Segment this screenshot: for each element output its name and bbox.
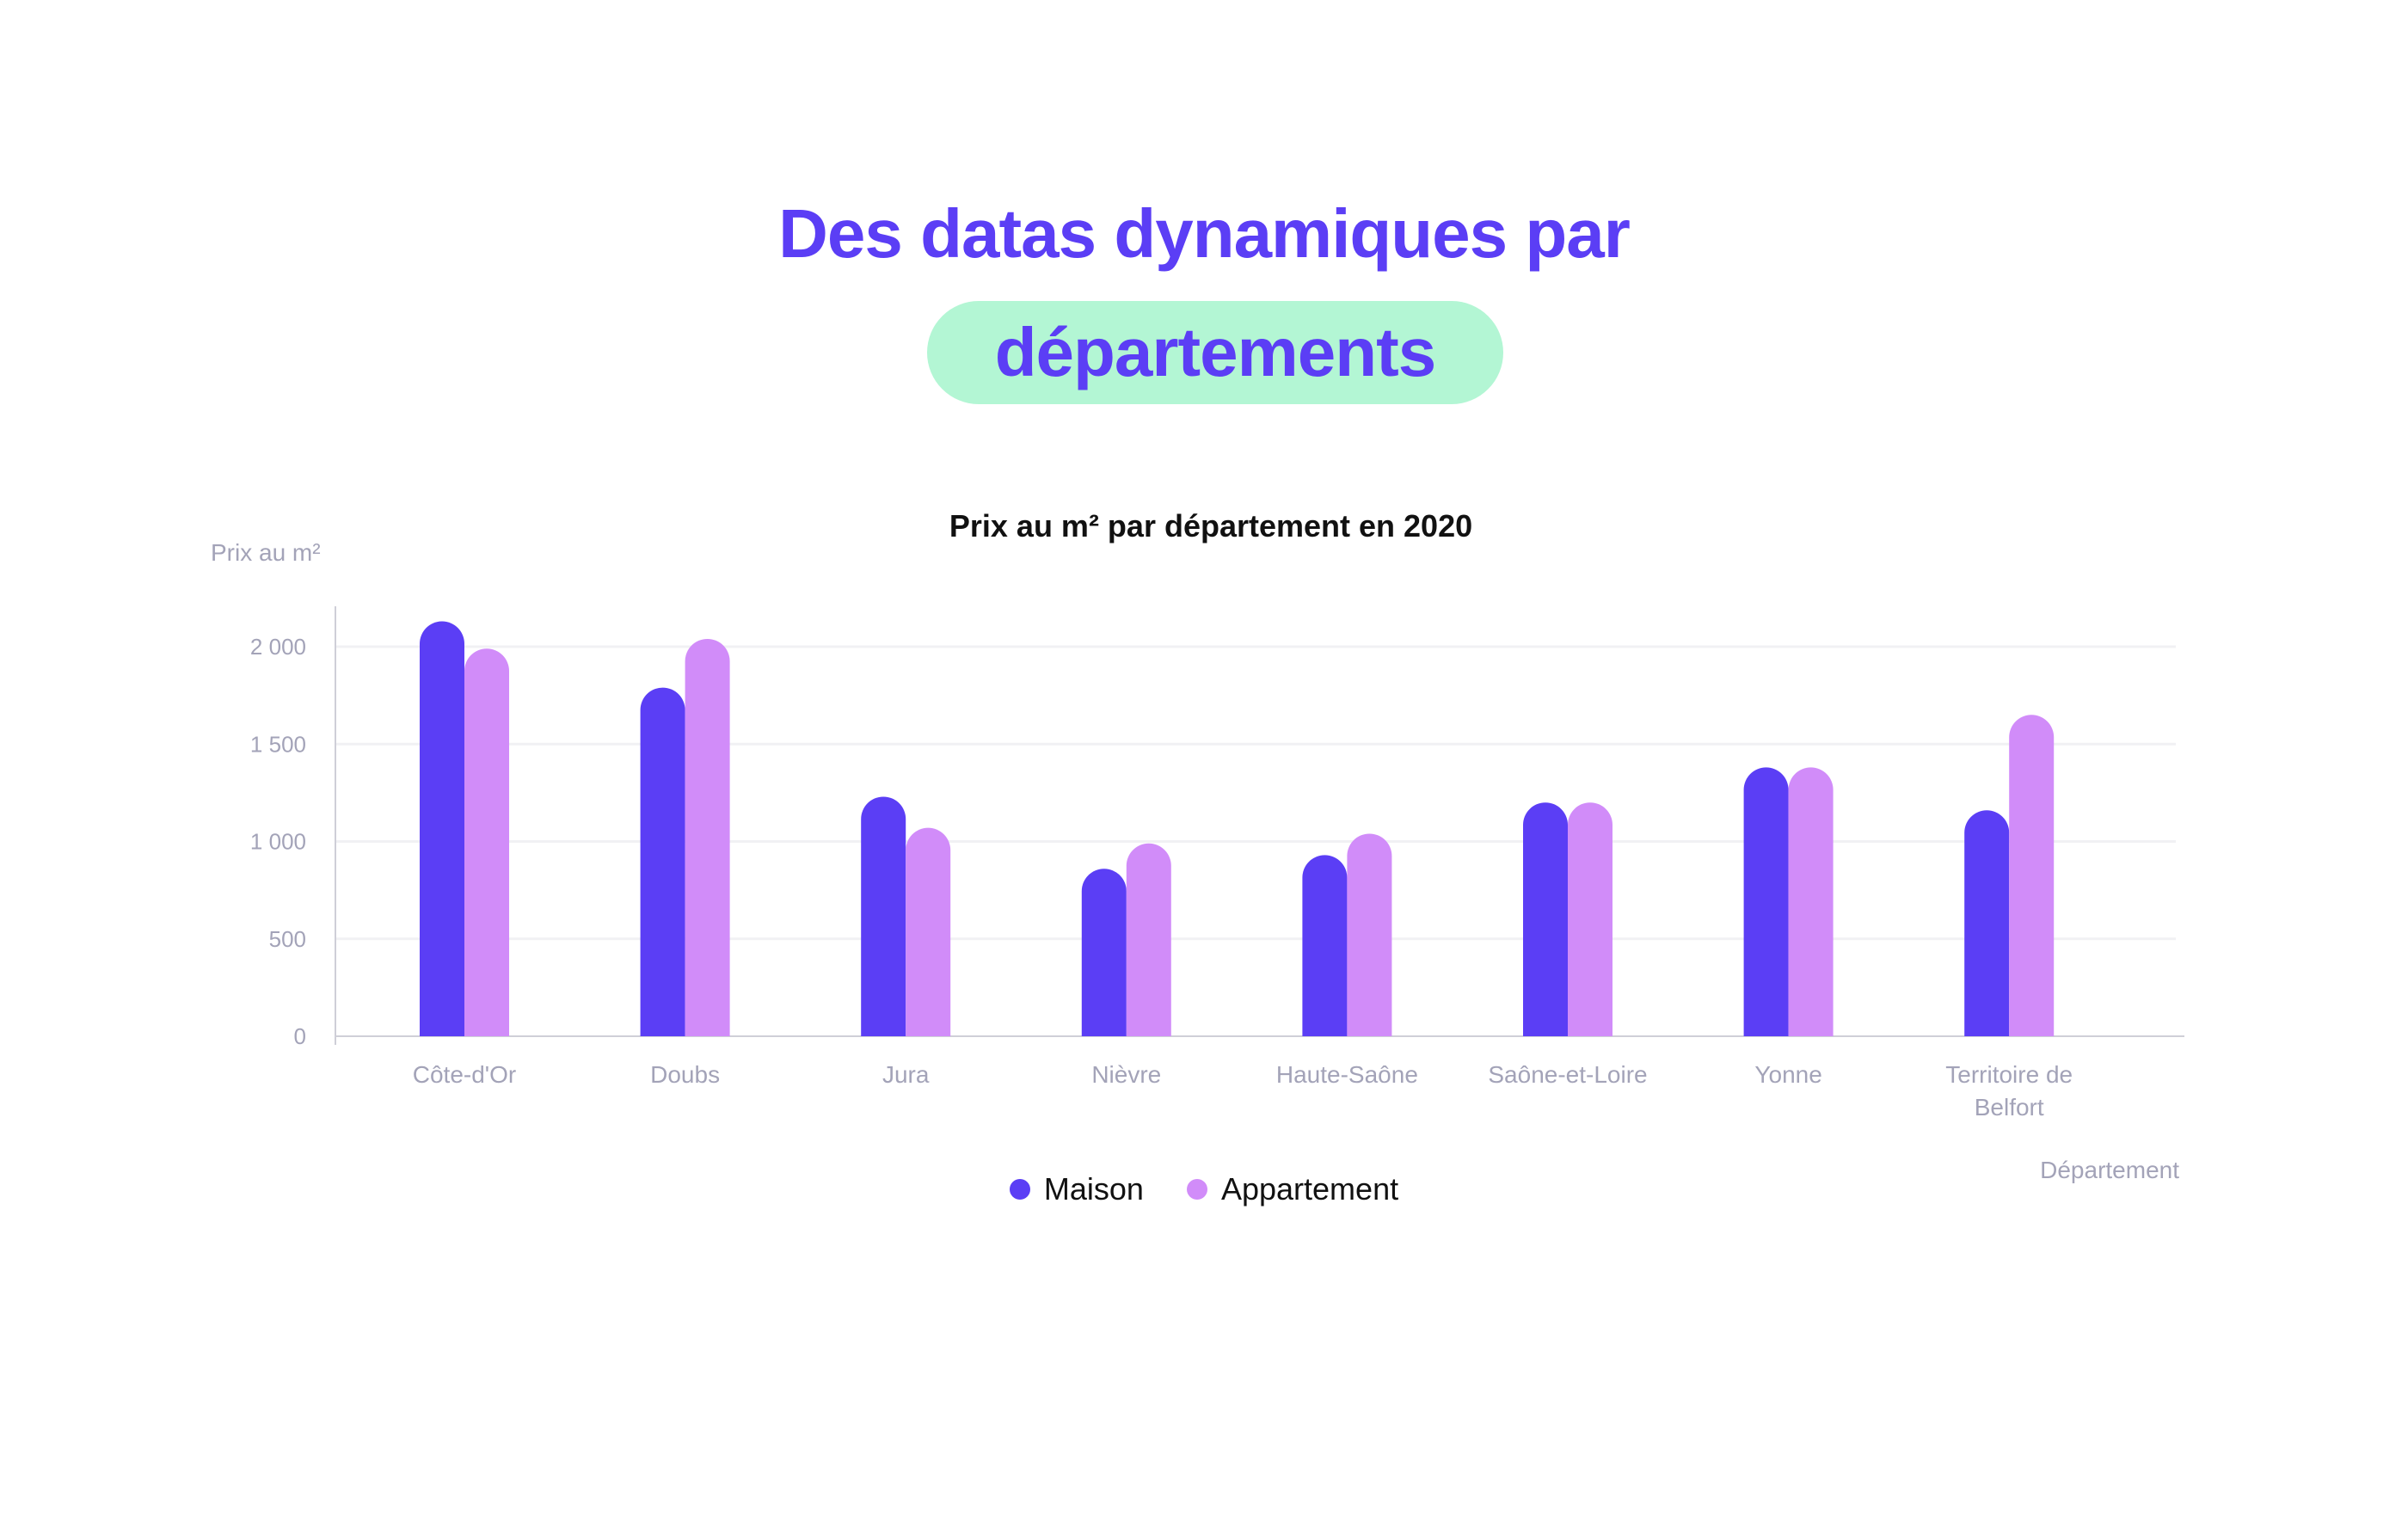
y-tick-label: 1 000 [250, 829, 306, 855]
legend: Maison Appartement [0, 1171, 2408, 1207]
y-axis-title: Prix au m² [211, 539, 321, 566]
bar-appartement[interactable] [464, 648, 509, 1036]
x-category-label: Côte-d'Or [413, 1061, 517, 1088]
axes [335, 606, 2184, 1045]
y-tick-label: 1 500 [250, 731, 306, 757]
x-category-label: Territoire de [1945, 1061, 2073, 1088]
bar-appartement[interactable] [906, 827, 951, 1036]
y-tick-label: 2 000 [250, 634, 306, 660]
grid-lines [335, 645, 2176, 941]
bar-maison[interactable] [1964, 810, 2010, 1036]
hero-heading-line1: Des datas dynamiques par [778, 195, 1631, 272]
y-tick-label: 0 [294, 1023, 306, 1049]
y-tick-label: 500 [269, 926, 306, 952]
bar-maison[interactable] [1081, 869, 1127, 1036]
x-category-label: Belfort [1975, 1094, 2044, 1121]
bar-appartement[interactable] [685, 638, 730, 1036]
bar-appartement[interactable] [1126, 843, 1171, 1036]
legend-item-maison[interactable]: Maison [1009, 1171, 1144, 1207]
x-category-label: Yonne [1754, 1061, 1821, 1088]
bar-appartement[interactable] [1788, 767, 1834, 1036]
y-tick-labels: 0 500 1 000 1 500 2 000 [250, 634, 306, 1049]
hero-highlight-pill: départements [927, 301, 1503, 404]
bar-maison[interactable] [1302, 855, 1348, 1036]
legend-label-appartement: Appartement [1220, 1171, 1399, 1207]
legend-item-appartement[interactable]: Appartement [1186, 1171, 1399, 1207]
x-category-label: Haute-Saône [1276, 1061, 1418, 1088]
hero-heading-line2: départements [994, 314, 1437, 390]
x-category-label: Doubs [650, 1061, 720, 1088]
bar-appartement[interactable] [1568, 802, 1612, 1036]
x-category-label: Jura [882, 1061, 930, 1088]
bar-appartement[interactable] [2009, 715, 2055, 1036]
bar-maison[interactable] [420, 621, 464, 1036]
bar-appartement[interactable] [1347, 833, 1392, 1036]
legend-swatch-appartement [1186, 1179, 1207, 1200]
bar-maison[interactable] [640, 687, 685, 1036]
legend-label-maison: Maison [1043, 1171, 1144, 1207]
x-category-label: Nièvre [1091, 1061, 1161, 1088]
bars [420, 621, 2055, 1036]
x-category-label: Saône-et-Loire [1488, 1061, 1647, 1088]
bar-maison[interactable] [1523, 802, 1568, 1036]
x-axis-title: Département [2040, 1157, 2179, 1183]
bar-maison[interactable] [861, 796, 906, 1036]
category-labels: Côte-d'Or Doubs Jura Nièvre Haute-Saône Saône… [413, 1061, 2073, 1121]
legend-swatch-maison [1009, 1179, 1030, 1200]
bar-maison[interactable] [1743, 767, 1789, 1036]
chart-title: Prix au m² par département en 2020 [949, 508, 1472, 543]
